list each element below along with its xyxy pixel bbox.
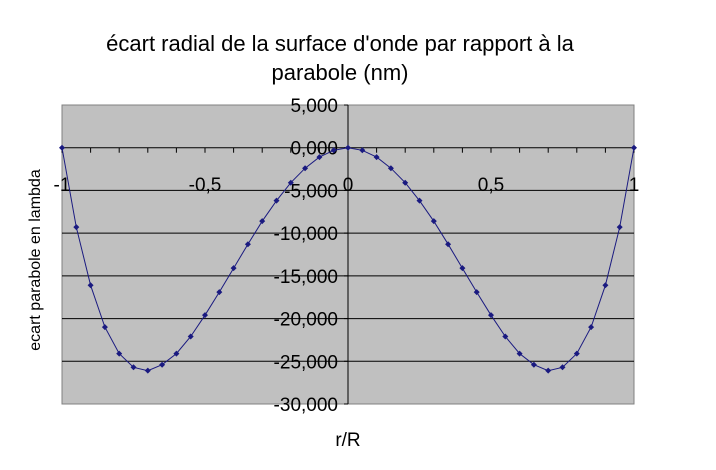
data-point: [530, 361, 537, 368]
data-point: [159, 361, 166, 368]
data-point: [230, 265, 237, 272]
chart-title-line-2: parabole (nm): [272, 60, 409, 85]
y-tick-label: -5,000: [284, 181, 338, 202]
data-point: [488, 312, 494, 319]
data-point: [545, 367, 552, 374]
x-tick-label: 0: [343, 175, 354, 196]
data-point: [187, 333, 194, 340]
data-point: [101, 324, 108, 331]
data-point: [330, 147, 337, 154]
data-point: [445, 241, 452, 248]
x-tick-label: 0,5: [478, 175, 504, 196]
data-point: [631, 144, 637, 151]
data-point: [516, 350, 523, 357]
data-point: [373, 154, 380, 161]
data-point: [273, 197, 280, 204]
y-tick-label: -10,000: [274, 224, 338, 245]
x-tick-label: 1: [629, 175, 640, 196]
data-point: [216, 289, 223, 296]
data-point: [387, 165, 394, 172]
data-point: [259, 218, 266, 225]
data-point: [459, 265, 466, 272]
x-tick-labels: -1 -0,5 0 0,5 1: [54, 175, 640, 196]
y-tick-label: 5,000: [290, 96, 338, 117]
data-point: [345, 144, 351, 151]
data-point: [359, 147, 366, 154]
data-point: [502, 333, 509, 340]
chart-title-line-1: écart radial de la surface d'onde par ra…: [106, 31, 574, 56]
data-point: [244, 241, 251, 248]
y-tick-label: -25,000: [274, 352, 338, 373]
data-point: [202, 312, 208, 319]
data-point: [302, 165, 309, 172]
data-point: [173, 350, 180, 357]
data-point: [602, 282, 609, 289]
series-markers: [59, 144, 637, 374]
data-point: [87, 282, 94, 289]
data-point: [116, 350, 123, 357]
y-tick-labels: 5,000 0,000 -5,000 -10,000 -15,000 -20,000 -25…: [274, 96, 338, 416]
data-point: [559, 364, 566, 371]
data-point: [316, 154, 323, 161]
y-axis-label: ecart parabole en lambda: [27, 169, 44, 351]
y-tick-label: -15,000: [274, 267, 338, 288]
data-point: [430, 218, 437, 225]
data-point: [144, 367, 151, 374]
data-point: [473, 289, 480, 296]
data-point: [287, 179, 294, 186]
x-tick-label: -0,5: [189, 175, 222, 196]
data-point: [73, 224, 80, 231]
data-point: [588, 324, 595, 331]
data-point: [616, 224, 623, 231]
data-point: [402, 179, 409, 186]
y-tick-label: -30,000: [274, 395, 338, 416]
x-axis-label: r/R: [335, 430, 360, 451]
y-tick-label: 0,000: [290, 139, 338, 160]
x-tick-label: -1: [54, 175, 71, 196]
data-point: [130, 364, 137, 371]
data-point: [573, 350, 580, 357]
data-point: [59, 144, 65, 151]
data-point: [416, 197, 423, 204]
y-tick-label: -20,000: [274, 310, 338, 331]
